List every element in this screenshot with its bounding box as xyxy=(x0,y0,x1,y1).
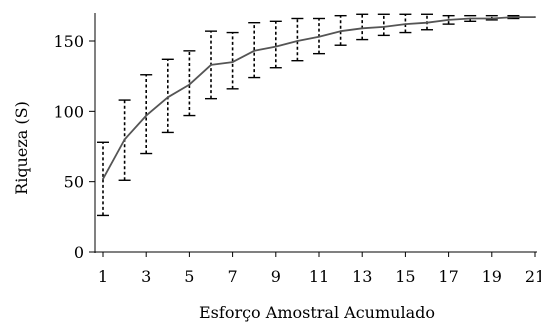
data-point xyxy=(296,40,299,42)
x-tick-label: 17 xyxy=(438,267,458,286)
data-point xyxy=(339,30,342,33)
data-point xyxy=(447,19,450,21)
x-tick-label: 11 xyxy=(309,267,329,286)
x-tick-label: 13 xyxy=(352,267,372,286)
axes xyxy=(89,13,537,257)
data-point xyxy=(166,96,169,99)
error-bars xyxy=(97,13,520,217)
data-point xyxy=(231,61,234,63)
data-point xyxy=(145,114,148,117)
data-point xyxy=(426,21,428,24)
x-tick-label: 5 xyxy=(184,267,194,286)
data-point xyxy=(382,26,385,28)
data-point xyxy=(490,17,493,20)
data-point xyxy=(361,27,364,30)
data-point xyxy=(210,64,212,66)
x-tick-label: 19 xyxy=(482,267,502,286)
data-point xyxy=(123,138,126,141)
x-axis-title: Esforço Amostral Acumulado xyxy=(199,303,435,322)
data-point xyxy=(404,23,407,26)
x-tick-label: 21 xyxy=(525,267,541,286)
series-line-layer xyxy=(102,16,536,180)
y-tick-label: 50 xyxy=(64,173,84,192)
x-tick-label: 15 xyxy=(395,267,415,286)
data-point xyxy=(469,17,472,20)
y-axis-title: Riqueza (S) xyxy=(12,101,31,195)
x-tick-label: 1 xyxy=(98,267,108,286)
data-point xyxy=(512,16,515,18)
data-point xyxy=(188,83,191,86)
x-tick-label: 3 xyxy=(141,267,151,286)
y-tick-label: 0 xyxy=(74,243,84,262)
y-tick-label: 100 xyxy=(53,102,84,121)
x-tick-label: 7 xyxy=(228,267,238,286)
data-point xyxy=(318,35,320,38)
data-point xyxy=(102,177,104,180)
y-tick-label: 150 xyxy=(53,32,84,51)
data-point xyxy=(274,45,277,48)
data-point xyxy=(253,49,256,52)
x-tick-label: 9 xyxy=(271,267,281,286)
data-point xyxy=(534,16,536,18)
